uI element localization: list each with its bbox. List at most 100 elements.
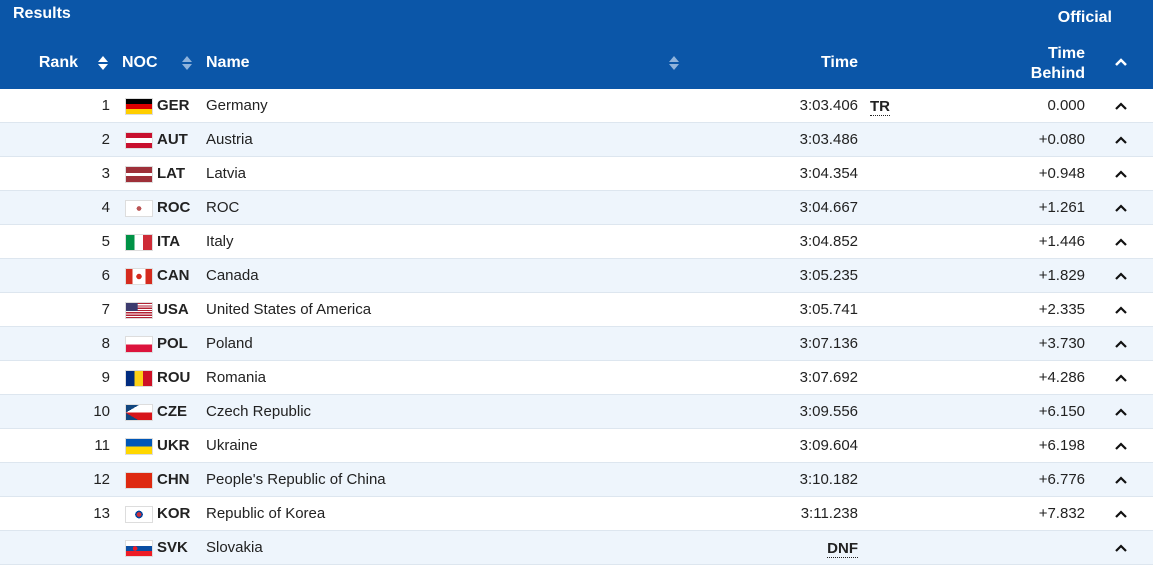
time: 3:11.238: [800, 505, 858, 522]
flag: [125, 166, 153, 183]
noc: ROC: [157, 199, 191, 216]
name: Germany: [206, 97, 268, 114]
time: 3:03.406: [799, 97, 858, 114]
name: Canada: [206, 267, 259, 284]
collapse-all[interactable]: [1114, 57, 1128, 67]
expand-toggle[interactable]: [1114, 543, 1128, 553]
time-behind: +0.080: [1038, 131, 1085, 148]
expand-toggle[interactable]: [1114, 475, 1128, 485]
expand-toggle[interactable]: [1114, 373, 1128, 383]
result-row: 1 GER Germany 3:03.406 TR 0.000: [0, 89, 1153, 123]
time-behind: +7.832: [1038, 505, 1085, 522]
name: Ukraine: [206, 437, 258, 454]
expand-toggle[interactable]: [1114, 407, 1128, 417]
rank: 5: [101, 233, 110, 250]
noc: LAT: [157, 165, 186, 182]
flag: [125, 336, 153, 353]
time-behind: +1.261: [1038, 199, 1085, 216]
rank: 7: [101, 301, 110, 318]
noc: GER: [157, 97, 190, 114]
expand-toggle[interactable]: [1114, 441, 1128, 451]
name: Romania: [206, 369, 267, 386]
name: Poland: [206, 335, 253, 352]
time-behind: +6.776: [1038, 471, 1085, 488]
sort-icon[interactable]: [97, 55, 109, 71]
expand-toggle[interactable]: [1114, 135, 1128, 145]
time-behind: +6.198: [1038, 437, 1085, 454]
time-behind: +6.150: [1038, 403, 1085, 420]
rank: 8: [101, 335, 110, 352]
results-header: Results Official Rank NOC Name Time Time…: [0, 0, 1153, 89]
result-row: 4 ROC ROC 3:04.667 +1.261: [0, 191, 1153, 225]
rank: 12: [93, 471, 110, 488]
sort-icon[interactable]: [181, 55, 193, 71]
expand-toggle[interactable]: [1114, 339, 1128, 349]
flag: [125, 438, 153, 455]
name: People's Republic of China: [206, 471, 386, 488]
col-noc[interactable]: NOC: [122, 54, 158, 71]
rank: 13: [93, 505, 110, 522]
result-row: SVK Slovakia DNF: [0, 531, 1153, 565]
time-behind: +2.335: [1038, 301, 1085, 318]
time-behind: +0.948: [1038, 165, 1085, 182]
title: Results: [13, 5, 71, 22]
name: Austria: [206, 131, 253, 148]
noc: CZE: [157, 403, 187, 420]
flag: [125, 98, 153, 115]
result-row: 5 ITA Italy 3:04.852 +1.446: [0, 225, 1153, 259]
result-row: 2 AUT Austria 3:03.486 +0.080: [0, 123, 1153, 157]
result-row: 9 ROU Romania 3:07.692 +4.286: [0, 361, 1153, 395]
flag: [125, 404, 153, 421]
flag: [125, 540, 153, 557]
flag: [125, 268, 153, 285]
status: Official: [1057, 9, 1112, 26]
noc: SVK: [157, 539, 188, 556]
name: Slovakia: [206, 539, 263, 556]
flag: [125, 506, 153, 523]
col-rank[interactable]: Rank: [38, 54, 78, 71]
result-row: 6 CAN Canada 3:05.235 +1.829: [0, 259, 1153, 293]
expand-toggle[interactable]: [1114, 305, 1128, 315]
rank: 10: [93, 403, 110, 420]
flag: [125, 302, 153, 319]
time: 3:04.667: [799, 199, 858, 216]
flag: [125, 472, 153, 489]
result-row: 12 CHN People's Republic of China 3:10.182 +…: [0, 463, 1153, 497]
time: 3:07.692: [799, 369, 858, 386]
result-row: 11 UKR Ukraine 3:09.604 +6.198: [0, 429, 1153, 463]
col-behind: Time Behind: [1030, 45, 1085, 82]
rank: 9: [101, 369, 110, 386]
expand-toggle[interactable]: [1114, 237, 1128, 247]
rank: 4: [101, 199, 110, 216]
noc: USA: [157, 301, 189, 318]
expand-toggle[interactable]: [1114, 101, 1128, 111]
time: 3:04.354: [799, 165, 858, 182]
rank: 3: [101, 165, 110, 182]
time: 3:09.604: [799, 437, 858, 454]
name: Latvia: [206, 165, 247, 182]
rank: 6: [101, 267, 110, 284]
expand-toggle[interactable]: [1114, 271, 1128, 281]
noc: KOR: [157, 505, 191, 522]
col-name[interactable]: Name: [206, 54, 250, 71]
result-row: 13 KOR Republic of Korea 3:11.238 +7.832: [0, 497, 1153, 531]
flag: [125, 200, 153, 217]
noc: UKR: [157, 437, 190, 454]
note: TR: [870, 98, 890, 116]
time: DNF: [827, 540, 858, 558]
result-row: 3 LAT Latvia 3:04.354 +0.948: [0, 157, 1153, 191]
expand-toggle[interactable]: [1114, 169, 1128, 179]
time: 3:04.852: [799, 233, 858, 250]
sort-icon[interactable]: [668, 55, 680, 71]
rank: 2: [101, 131, 110, 148]
time: 3:05.235: [799, 267, 858, 284]
flag: [125, 234, 153, 251]
flag: [125, 132, 153, 149]
name: ROC: [206, 199, 240, 216]
name: Republic of Korea: [206, 505, 326, 522]
noc: ROU: [157, 369, 191, 386]
expand-toggle[interactable]: [1114, 509, 1128, 519]
expand-toggle[interactable]: [1114, 203, 1128, 213]
rank: 1: [101, 97, 110, 114]
